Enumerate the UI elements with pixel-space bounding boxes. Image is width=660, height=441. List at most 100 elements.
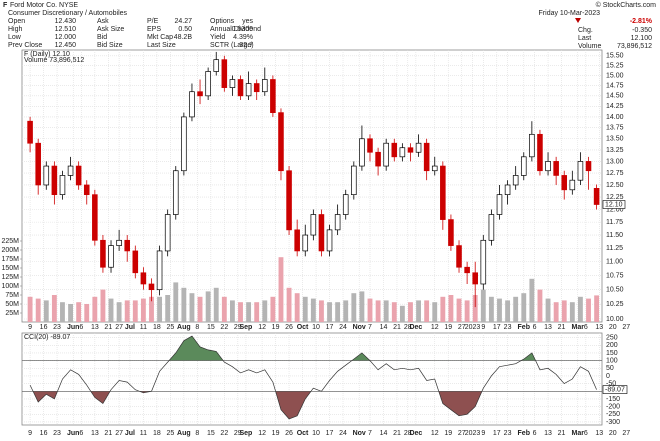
- x-tick-label: 23: [53, 324, 61, 331]
- cci-tick-label: 150: [606, 350, 618, 357]
- volume-bar: [262, 300, 268, 322]
- y-tick-label: 13.00: [606, 158, 624, 165]
- volume-tick-label: 100M: [1, 283, 19, 290]
- candle-body: [132, 250, 139, 274]
- volume-bar: [464, 300, 470, 322]
- candle-body: [164, 214, 171, 252]
- candle-body: [569, 179, 576, 191]
- y-tick-label: 15.25: [606, 62, 624, 69]
- field-value: 12.100: [631, 35, 653, 42]
- volume-tick-label: 175M: [1, 256, 19, 263]
- candle-body: [43, 165, 50, 186]
- candle-body: [367, 138, 373, 153]
- y-tick-label: 10.75: [606, 272, 624, 279]
- candle-body: [310, 214, 317, 236]
- candle-body: [334, 214, 341, 231]
- x-tick-label: Nov: [353, 430, 366, 437]
- x-tick-label: 8: [195, 324, 199, 331]
- cci-tick-label: 50: [606, 365, 614, 372]
- volume-bar: [124, 300, 130, 322]
- field-label: Volume: [578, 43, 601, 50]
- volume-bar: [51, 295, 57, 322]
- y-tick-label: 12.25: [606, 194, 624, 201]
- volume-bar: [84, 304, 90, 322]
- candle-body: [221, 59, 228, 88]
- candle-body: [59, 175, 66, 196]
- y-tick-label: 11.50: [606, 232, 623, 239]
- candle-body: [326, 229, 333, 252]
- volume-bar: [521, 293, 527, 322]
- volume-bar: [367, 298, 373, 322]
- volume-bar: [408, 302, 413, 322]
- x-tick-label: 6: [79, 324, 83, 331]
- candle-body: [229, 79, 236, 88]
- x-tick-label: 21: [393, 430, 401, 437]
- last-price-label: 12.10: [605, 201, 623, 208]
- price-legend: F (Daily) 12.10: [24, 51, 70, 58]
- x-tick-label: 6: [533, 430, 537, 437]
- cci-tick-label: 200: [606, 342, 618, 349]
- x-tick-label: 14: [380, 324, 388, 331]
- volume-bar: [319, 300, 324, 322]
- field-label: Ask Size: [97, 26, 124, 33]
- x-tick-label: Dec: [409, 430, 422, 437]
- volume-bar: [27, 296, 33, 322]
- candle-body: [399, 147, 406, 158]
- field-label: Bid: [97, 34, 107, 41]
- field-label: Annual Dividend: [210, 26, 261, 33]
- candle-body: [197, 91, 203, 97]
- change-pct: -2.81%: [630, 18, 653, 25]
- x-tick-label: 2023: [465, 324, 481, 331]
- x-tick-label: 12: [431, 324, 439, 331]
- candle-body: [553, 161, 559, 176]
- volume-bar: [140, 298, 146, 322]
- x-tick-label: Aug: [177, 430, 191, 437]
- volume-bar: [399, 305, 405, 322]
- volume-bar: [229, 300, 235, 322]
- volume-bar: [132, 300, 138, 322]
- cci-last-label: -89.07: [605, 386, 625, 393]
- last-price-tag: [602, 200, 626, 209]
- candle-body: [342, 194, 349, 215]
- field-label: High: [8, 26, 23, 33]
- x-tick-label: 27: [458, 430, 466, 437]
- volume-bar: [108, 298, 114, 322]
- x-tick-label: Oct: [297, 324, 309, 331]
- field-value: 24.27: [174, 18, 192, 25]
- volume-bar: [335, 302, 341, 322]
- x-tick-label: Mar: [571, 430, 584, 437]
- x-tick-label: 29: [234, 324, 242, 331]
- volume-bar: [513, 296, 519, 322]
- volume-bar: [100, 289, 106, 322]
- candles: [27, 51, 600, 308]
- x-tick-label: 14: [380, 430, 388, 437]
- candle-body: [100, 239, 106, 268]
- field-label: EPS: [147, 26, 161, 33]
- volume-bar: [440, 296, 446, 322]
- x-tick-label: 13: [595, 430, 603, 437]
- field-label: Mkt Cap: [147, 34, 173, 41]
- x-tick-label: 7: [368, 430, 372, 437]
- candle-body: [456, 245, 462, 268]
- field-value: 0.5300: [232, 26, 254, 33]
- x-tick-label: Jul: [125, 430, 135, 437]
- x-tick-label: 20: [609, 430, 617, 437]
- candle-body: [318, 214, 325, 252]
- x-tick-label: 13: [544, 430, 552, 437]
- y-tick-label: 12.75: [606, 170, 624, 177]
- field-label: Open: [8, 18, 25, 25]
- sector: Consumer Discretionary / Automobiles: [8, 10, 128, 17]
- candle-body: [561, 175, 568, 191]
- candle-body: [407, 147, 414, 153]
- candle-body: [75, 165, 82, 186]
- candle-body: [464, 266, 470, 274]
- candle-body: [205, 71, 211, 97]
- candle-body: [545, 161, 551, 172]
- down-arrow: [575, 18, 581, 23]
- x-tick-label: 6: [584, 430, 588, 437]
- volume-bar: [505, 300, 511, 322]
- x-tick-label: 2023: [465, 430, 481, 437]
- cci-tick-label: -200: [606, 403, 620, 410]
- cci-tick-label: 250: [606, 334, 618, 341]
